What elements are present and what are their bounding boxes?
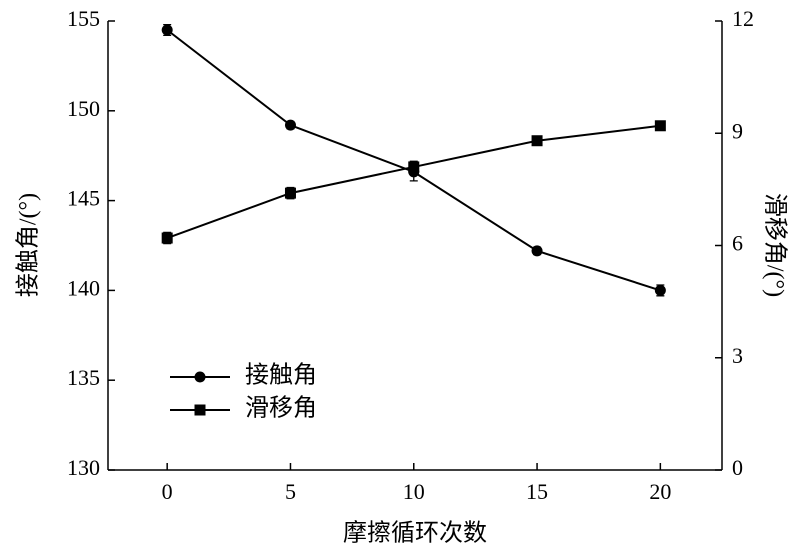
legend-marker	[194, 404, 206, 416]
x-tick-label: 5	[285, 479, 296, 504]
data-point	[161, 24, 173, 36]
y2-tick-label: 0	[732, 455, 743, 480]
y-tick-label: 140	[67, 275, 100, 300]
data-point	[408, 161, 420, 173]
y-tick-label: 135	[67, 365, 100, 390]
x-tick-label: 15	[526, 479, 548, 504]
data-point	[654, 120, 666, 132]
y-tick-label: 145	[67, 186, 100, 211]
x-tick-label: 10	[403, 479, 425, 504]
legend-label: 接触角	[245, 362, 317, 389]
y2-tick-label: 12	[732, 6, 754, 31]
data-point	[284, 187, 296, 199]
y2-axis-title: 滑移角/(°)	[761, 193, 788, 297]
x-axis-title: 摩擦循环次数	[343, 520, 487, 547]
series-line	[166, 124, 661, 239]
data-point	[531, 245, 543, 257]
data-point	[654, 284, 666, 296]
y2-tick-label: 3	[732, 343, 743, 368]
y-tick-label: 155	[67, 6, 100, 31]
y-tick-label: 150	[67, 96, 100, 121]
y-axis-title: 接触角/(°)	[15, 193, 42, 297]
data-point	[284, 119, 296, 131]
x-tick-label: 0	[162, 479, 173, 504]
series-line	[166, 29, 661, 292]
y2-tick-label: 6	[732, 231, 743, 256]
x-tick-label: 20	[649, 479, 671, 504]
legend-label: 滑移角	[245, 395, 317, 422]
y2-tick-label: 9	[732, 118, 743, 143]
y-tick-label: 130	[67, 455, 100, 480]
legend-marker	[194, 371, 206, 383]
data-point	[531, 135, 543, 147]
data-point	[161, 232, 173, 244]
